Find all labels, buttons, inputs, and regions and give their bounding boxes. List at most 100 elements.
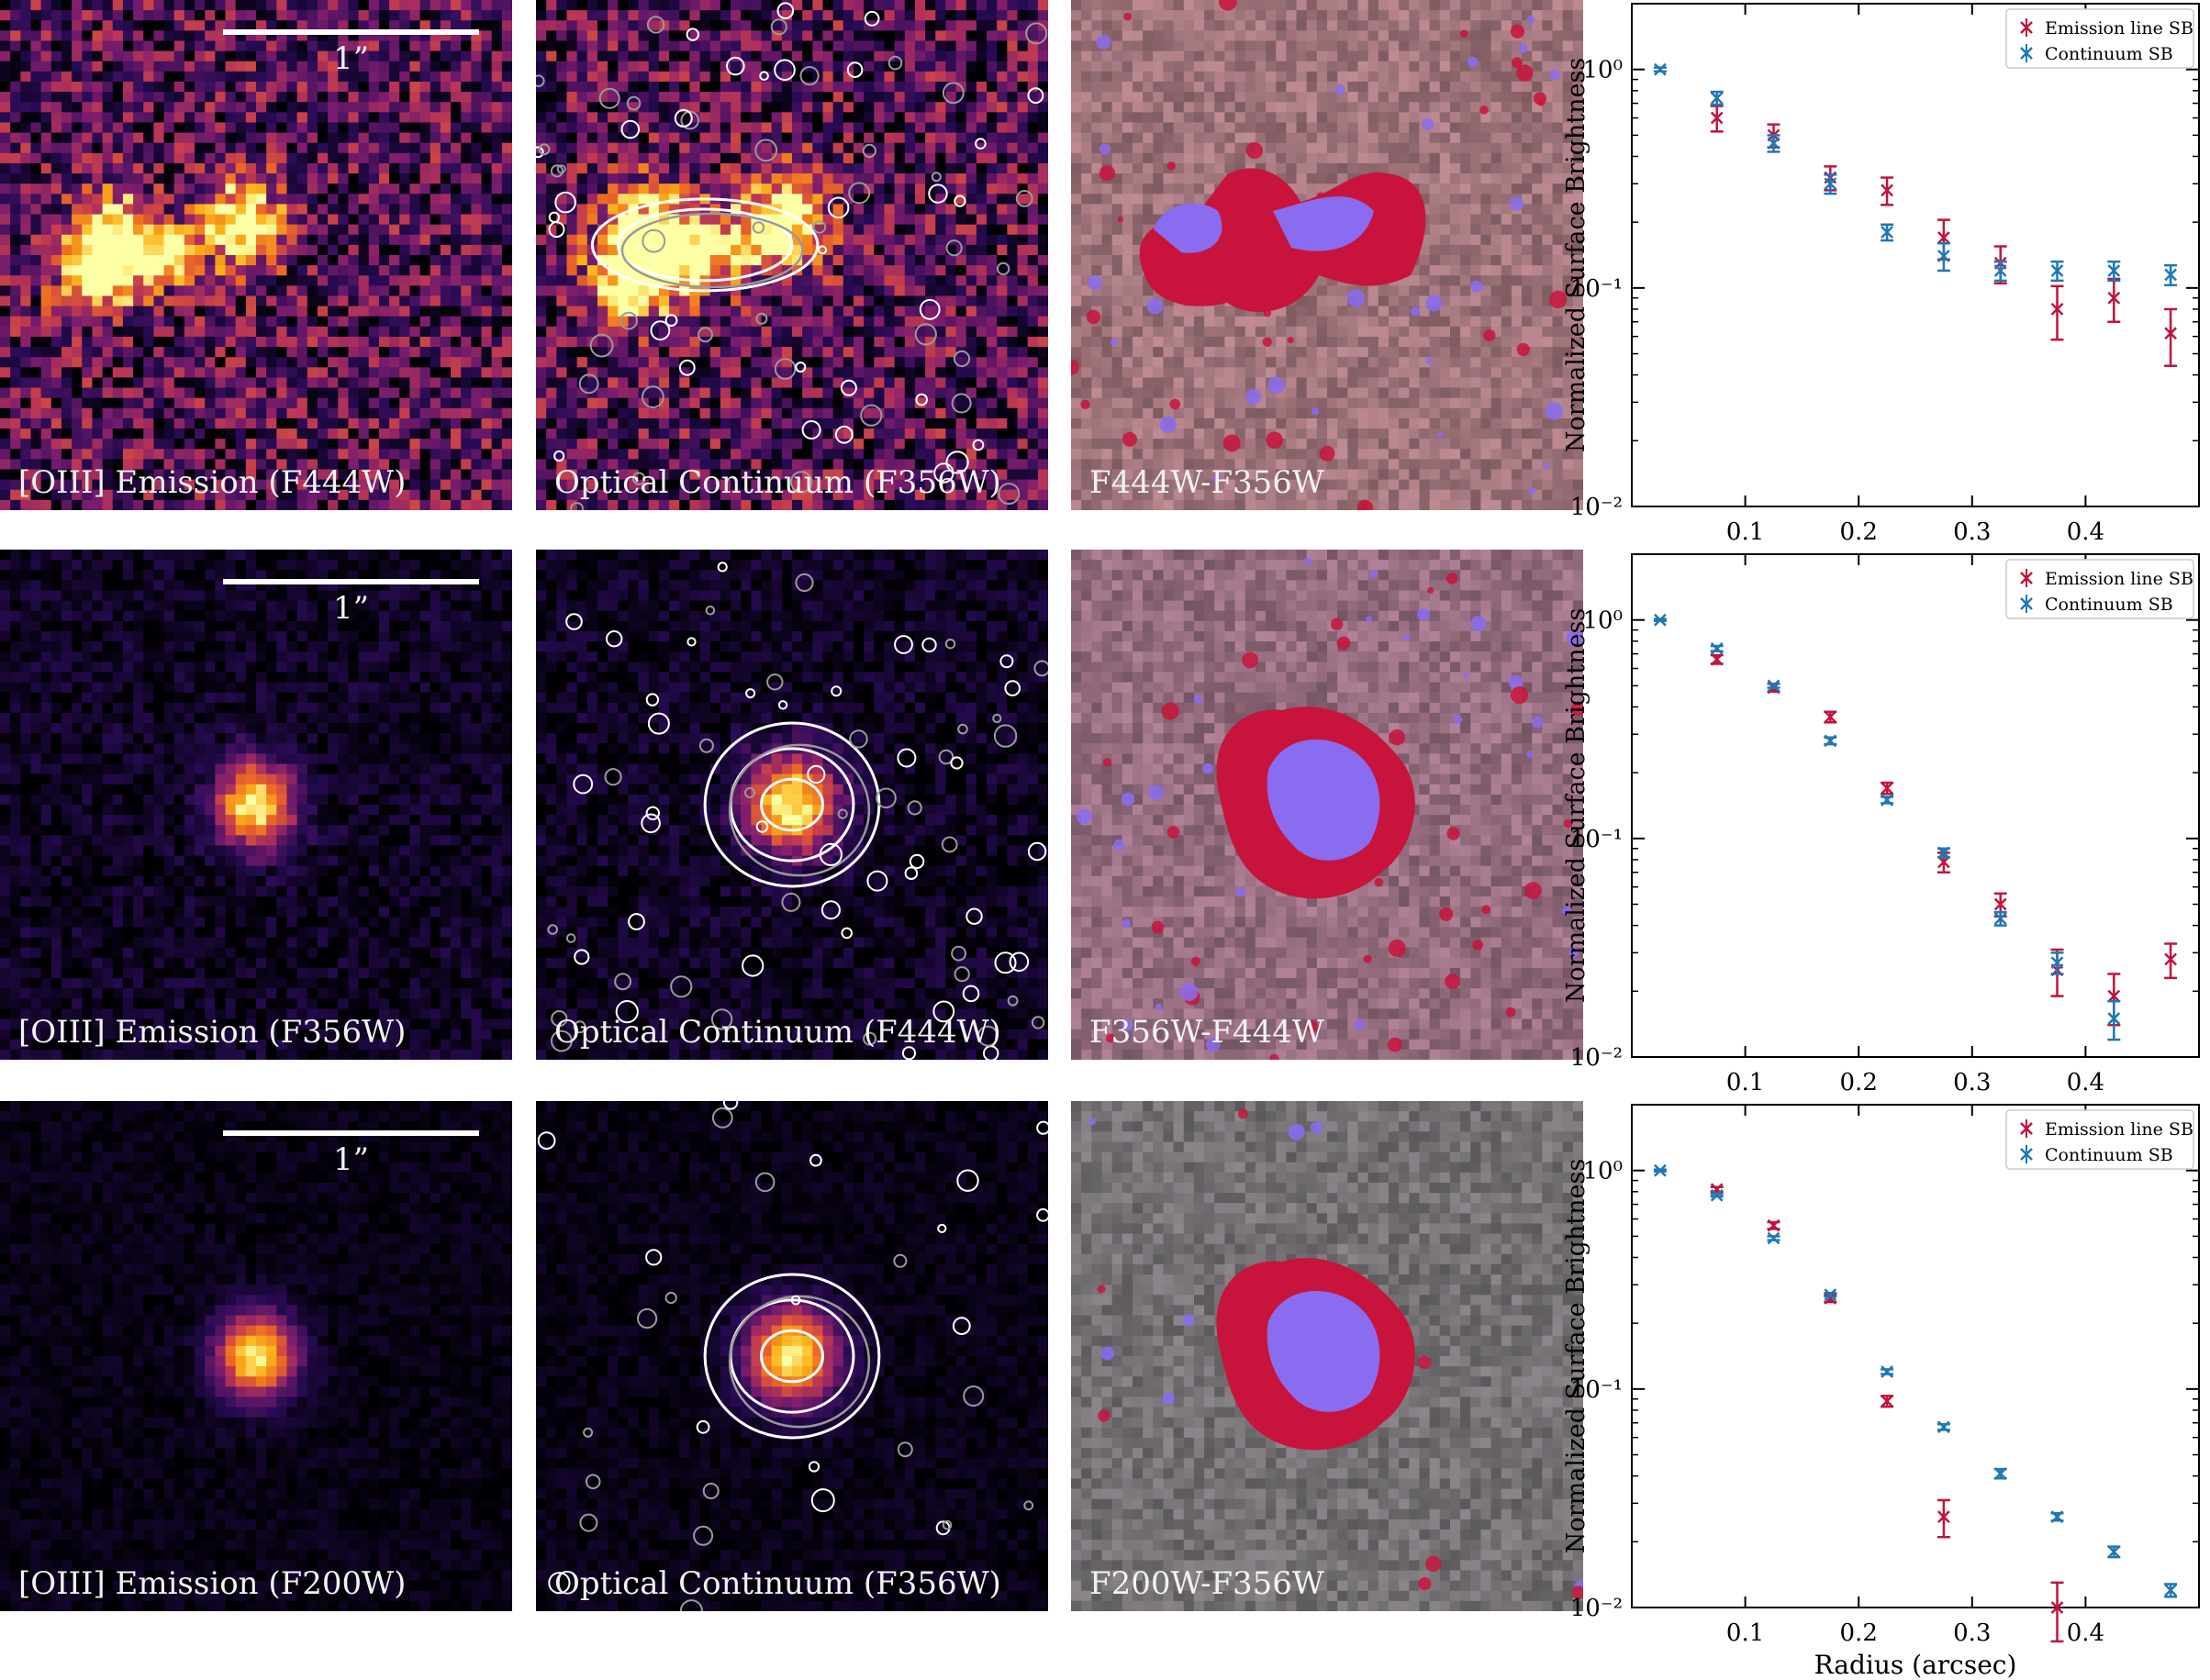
pixel xyxy=(307,336,318,348)
pixel xyxy=(338,479,350,491)
pixel xyxy=(481,479,493,491)
pixel xyxy=(812,61,824,72)
pixel xyxy=(536,336,547,348)
pixel xyxy=(184,102,195,113)
pixel xyxy=(102,61,114,72)
pixel xyxy=(461,173,472,184)
pixel xyxy=(440,92,452,103)
pixel xyxy=(955,439,967,450)
pixel xyxy=(266,397,277,409)
pixel xyxy=(501,449,512,460)
pixel xyxy=(348,244,360,256)
pixel xyxy=(481,417,493,429)
pixel xyxy=(802,132,813,144)
pixel xyxy=(368,173,380,184)
pixel xyxy=(751,30,763,42)
pixel xyxy=(215,40,227,52)
pixel xyxy=(1027,306,1039,317)
pixel xyxy=(501,295,512,307)
pixel xyxy=(751,50,763,62)
pixel xyxy=(10,81,21,93)
pixel xyxy=(997,357,1008,368)
pixel xyxy=(112,469,124,481)
pixel xyxy=(679,489,690,501)
pixel xyxy=(481,357,493,368)
pixel xyxy=(184,142,195,154)
pixel xyxy=(430,417,441,429)
pixel xyxy=(338,347,350,358)
pixel xyxy=(50,152,62,164)
pixel xyxy=(122,184,134,195)
pixel xyxy=(987,20,998,31)
pixel xyxy=(102,132,114,144)
pixel xyxy=(638,234,650,246)
pixel xyxy=(781,336,793,348)
pixel xyxy=(143,194,154,205)
pixel xyxy=(536,30,547,42)
pixel xyxy=(904,92,916,103)
pixel xyxy=(122,295,134,307)
pixel xyxy=(894,71,906,83)
pixel xyxy=(82,224,94,236)
pixel xyxy=(945,459,957,471)
pixel xyxy=(987,142,998,154)
pixel xyxy=(597,112,608,124)
pixel xyxy=(296,387,308,399)
pixel xyxy=(904,295,916,307)
pixel xyxy=(566,459,578,471)
pixel xyxy=(997,469,1008,481)
pixel xyxy=(235,387,247,399)
pixel xyxy=(328,306,339,317)
pixel xyxy=(389,377,400,389)
pixel xyxy=(658,10,670,21)
pixel xyxy=(296,122,308,134)
pixel xyxy=(296,469,308,481)
pixel xyxy=(965,306,977,317)
pixel xyxy=(317,0,329,11)
pixel xyxy=(720,61,731,72)
pixel xyxy=(904,20,916,31)
pixel xyxy=(235,316,247,328)
pixel xyxy=(586,417,598,429)
pixel xyxy=(709,367,721,379)
pixel xyxy=(61,61,73,72)
pixel xyxy=(368,347,380,358)
pixel xyxy=(102,71,114,83)
pixel xyxy=(699,162,711,174)
pixel xyxy=(0,428,11,439)
pixel xyxy=(1037,295,1048,307)
pixel xyxy=(153,204,165,216)
pixel xyxy=(864,449,875,460)
pixel xyxy=(822,122,834,134)
pixel xyxy=(163,255,175,266)
pixel xyxy=(669,244,680,256)
pixel xyxy=(471,234,483,246)
pixel xyxy=(30,316,42,328)
pixel xyxy=(884,92,896,103)
pixel xyxy=(976,428,988,439)
pixel xyxy=(802,347,813,358)
pixel xyxy=(864,265,875,276)
pixel xyxy=(945,489,957,501)
pixel xyxy=(471,449,483,460)
pixel xyxy=(501,316,512,328)
pixel xyxy=(92,306,104,317)
pixel xyxy=(628,265,640,276)
pixel xyxy=(153,265,165,276)
pixel xyxy=(720,0,731,11)
pixel xyxy=(72,449,83,460)
pixel xyxy=(61,347,73,358)
pixel xyxy=(102,112,114,124)
pixel xyxy=(266,112,277,124)
pixel xyxy=(184,0,195,11)
pixel xyxy=(1007,244,1019,256)
pixel xyxy=(82,102,94,113)
pixel xyxy=(10,255,21,266)
pixel xyxy=(546,132,557,144)
pixel xyxy=(50,428,62,439)
pixel xyxy=(61,173,73,184)
pixel xyxy=(0,112,11,124)
pixel xyxy=(618,40,630,52)
pixel xyxy=(576,61,588,72)
pixel xyxy=(935,142,946,154)
